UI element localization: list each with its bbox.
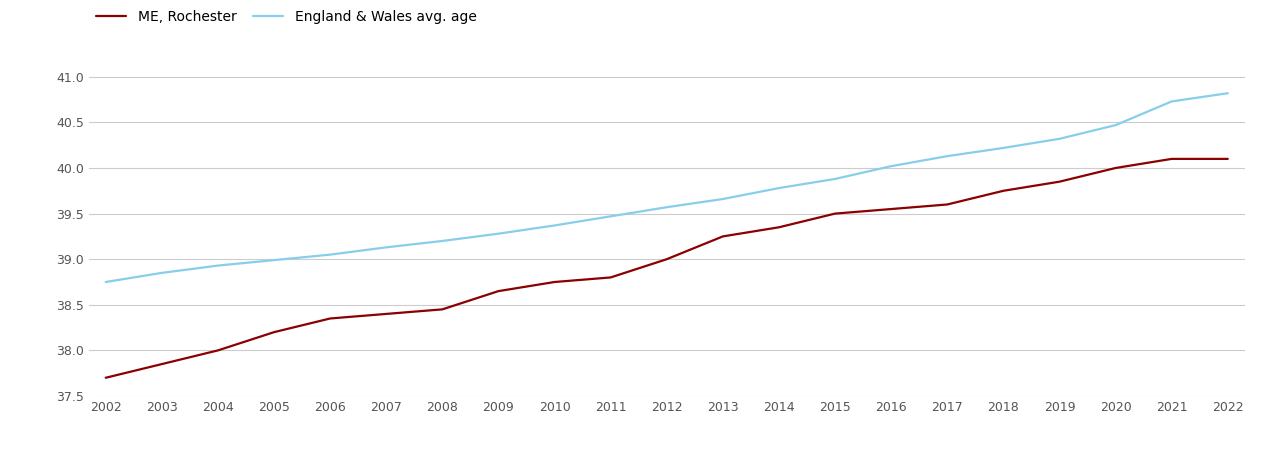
ME, Rochester — [434, 306, 450, 312]
ME, Rochester — [884, 207, 899, 212]
Line: ME, Rochester: ME, Rochester — [105, 159, 1228, 378]
Legend: ME, Rochester, England & Wales avg. age: ME, Rochester, England & Wales avg. age — [95, 9, 476, 24]
ME, Rochester — [154, 361, 169, 367]
England & Wales avg. age — [547, 223, 563, 228]
ME, Rochester — [659, 256, 674, 262]
England & Wales avg. age — [715, 196, 730, 202]
ME, Rochester — [267, 329, 282, 335]
Line: England & Wales avg. age: England & Wales avg. age — [105, 93, 1228, 282]
ME, Rochester — [1165, 156, 1180, 162]
England & Wales avg. age — [211, 263, 226, 268]
England & Wales avg. age — [154, 270, 169, 275]
England & Wales avg. age — [490, 231, 505, 236]
England & Wales avg. age — [1052, 136, 1067, 141]
England & Wales avg. age — [884, 163, 899, 169]
ME, Rochester — [940, 202, 955, 207]
England & Wales avg. age — [434, 238, 450, 243]
England & Wales avg. age — [996, 145, 1011, 151]
England & Wales avg. age — [828, 176, 843, 182]
England & Wales avg. age — [378, 245, 394, 250]
ME, Rochester — [547, 279, 563, 285]
ME, Rochester — [98, 375, 113, 380]
ME, Rochester — [996, 188, 1011, 194]
England & Wales avg. age — [1220, 90, 1236, 96]
ME, Rochester — [828, 211, 843, 216]
ME, Rochester — [211, 348, 226, 353]
England & Wales avg. age — [603, 214, 618, 219]
ME, Rochester — [603, 275, 618, 280]
ME, Rochester — [715, 234, 730, 239]
ME, Rochester — [1052, 179, 1067, 184]
ME, Rochester — [490, 288, 505, 294]
England & Wales avg. age — [1165, 99, 1180, 104]
England & Wales avg. age — [659, 204, 674, 210]
England & Wales avg. age — [940, 153, 955, 159]
ME, Rochester — [323, 316, 338, 321]
ME, Rochester — [1220, 156, 1236, 162]
ME, Rochester — [771, 225, 786, 230]
England & Wales avg. age — [98, 279, 113, 285]
England & Wales avg. age — [323, 252, 338, 257]
England & Wales avg. age — [267, 257, 282, 263]
ME, Rochester — [1107, 165, 1123, 171]
ME, Rochester — [378, 311, 394, 317]
England & Wales avg. age — [771, 185, 786, 191]
England & Wales avg. age — [1107, 122, 1123, 128]
